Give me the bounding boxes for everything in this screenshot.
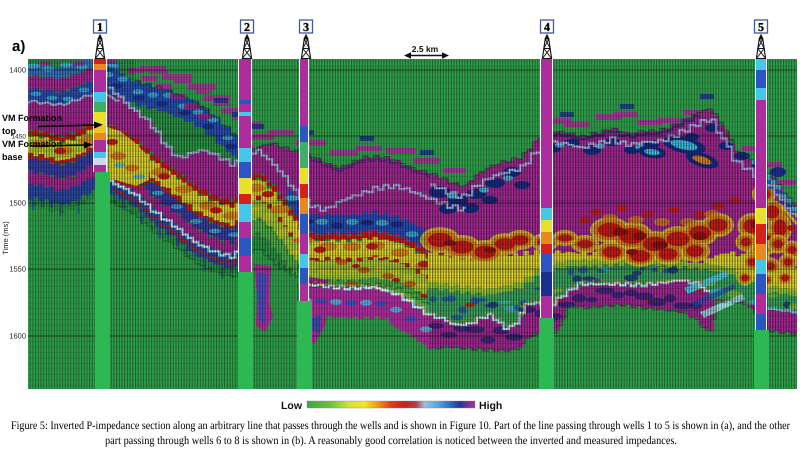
svg-text:High: High [479,400,502,412]
svg-text:part passing through wells 6 t: part passing through wells 6 to 8 is sho… [105,435,677,447]
svg-text:4: 4 [544,20,550,34]
svg-text:VM Formation: VM Formation [2,113,62,123]
svg-text:base: base [2,152,23,162]
svg-text:1500: 1500 [9,199,26,208]
svg-text:5: 5 [758,20,764,34]
svg-text:1: 1 [97,20,103,34]
svg-text:1600: 1600 [9,332,26,341]
svg-text:1550: 1550 [9,265,26,274]
svg-text:2.5 km: 2.5 km [412,44,439,54]
svg-text:a): a) [12,38,25,55]
svg-text:Low: Low [281,400,303,412]
svg-text:top: top [2,126,16,136]
svg-text:3: 3 [303,20,309,34]
svg-text:2: 2 [244,20,250,34]
svg-text:Time (ms): Time (ms) [1,221,10,255]
svg-text:VM Formation: VM Formation [2,139,62,149]
svg-text:1400: 1400 [9,66,26,75]
svg-text:1450: 1450 [12,134,27,141]
svg-text:Figure 5: Inverted P-impedance: Figure 5: Inverted P-impedance section a… [11,420,790,432]
